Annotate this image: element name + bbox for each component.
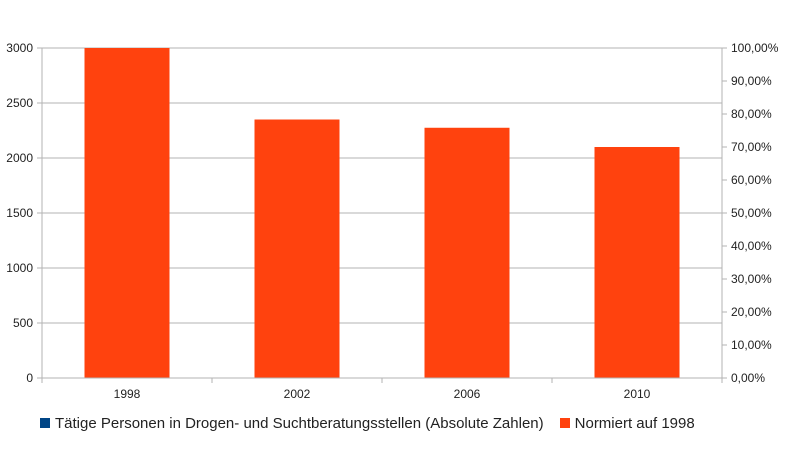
bars [84, 48, 680, 379]
axes [37, 47, 727, 383]
right-tick-label: 10,00% [731, 338, 772, 352]
right-tick-label: 40,00% [731, 239, 772, 253]
right-tick-label: 30,00% [731, 272, 772, 286]
x-tick-label: 2002 [284, 387, 311, 401]
left-tick-label: 500 [13, 316, 33, 330]
x-tick-label: 1998 [114, 387, 141, 401]
left-tick-label: 2500 [6, 96, 33, 110]
left-tick-label: 0 [26, 371, 33, 385]
legend-swatch-absolute [40, 418, 50, 428]
right-tick-label: 70,00% [731, 140, 772, 154]
legend-label-absolute: Tätige Personen in Drogen- und Suchtbera… [55, 414, 544, 432]
right-tick-label: 50,00% [731, 206, 772, 220]
legend-item-normiert: Normiert auf 1998 [559, 414, 695, 432]
left-tick-label: 2000 [6, 151, 33, 165]
right-tick-label: 100,00% [731, 41, 779, 55]
x-tick-label: 2010 [624, 387, 651, 401]
x-axis-tick-labels: 1998 2002 2006 2010 [114, 387, 651, 401]
legend-label-normiert: Normiert auf 1998 [574, 414, 695, 432]
bar-normiert [594, 147, 680, 378]
right-tick-label: 80,00% [731, 107, 772, 121]
left-tick-label: 1500 [6, 206, 33, 220]
right-tick-label: 20,00% [731, 305, 772, 319]
legend-swatch-normiert [559, 418, 570, 428]
left-axis-tick-labels: 0 500 1000 1500 2000 2500 3000 [6, 41, 33, 385]
bar-normiert [424, 127, 510, 378]
left-tick-label: 3000 [6, 41, 33, 55]
right-tick-label: 60,00% [731, 173, 772, 187]
bar-normiert [84, 48, 170, 378]
right-axis-tick-labels: 0,00% 10,00% 20,00% 30,00% 40,00% 50,00% 60,00… [731, 41, 779, 385]
x-tick-label: 2006 [454, 387, 481, 401]
legend: Tätige Personen in Drogen- und Suchtbera… [40, 412, 711, 434]
left-tick-label: 1000 [6, 261, 33, 275]
right-tick-label: 90,00% [731, 74, 772, 88]
legend-item-absolute: Tätige Personen in Drogen- und Suchtbera… [40, 415, 544, 432]
right-tick-label: 0,00% [731, 371, 765, 385]
bar-normiert [254, 119, 340, 379]
